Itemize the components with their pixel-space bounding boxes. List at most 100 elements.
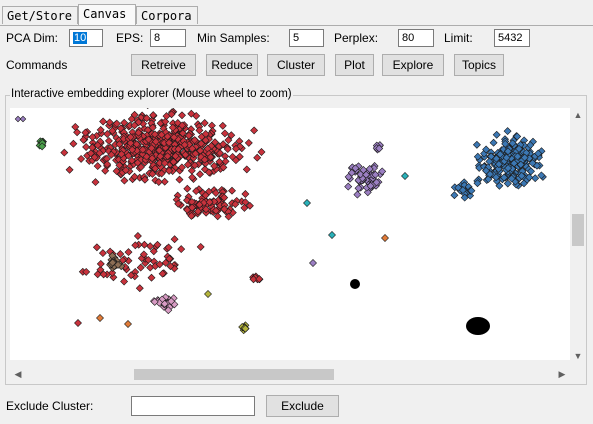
exclude-cluster-input[interactable] [131,396,255,416]
scatter-point [195,126,204,135]
scatter-point [190,136,199,145]
scatter-point [143,108,152,110]
tab-get-store[interactable]: Get/Store [2,6,78,24]
scatter-point [500,173,509,182]
limit-input[interactable]: 5432 [494,29,530,47]
scatter-point [240,203,249,212]
scatter-point [130,110,139,119]
scatter-point [221,157,230,166]
scroll-up-arrow-icon[interactable]: ▲ [573,110,583,120]
reduce-button[interactable]: Reduce [206,54,258,76]
scatter-point [91,178,100,187]
scatter-point [144,255,153,264]
scatter-point [503,127,512,136]
horizontal-scroll-thumb[interactable] [134,369,334,380]
scatter-point [220,205,229,214]
scatter-point [188,144,197,153]
limit-label: Limit: [444,31,473,45]
scatter-point [149,247,158,256]
scatter-point [155,159,164,167]
eps-input[interactable]: 8 [150,29,186,47]
min-samples-input[interactable]: 5 [289,29,324,47]
scatter-point [140,240,149,249]
pca-dim-label: PCA Dim: [6,31,59,45]
scatter-point [167,297,176,306]
scatter-point [174,145,183,154]
scatter-point [353,190,362,199]
scatter-point [112,119,121,128]
scatter-point [156,152,165,161]
scroll-right-arrow-icon[interactable]: ▶ [558,369,566,379]
plot-button[interactable]: Plot [335,54,374,76]
scatter-point [520,153,529,162]
scatter-point [153,240,162,249]
scatter-point [224,136,233,145]
scatter-point [241,198,250,207]
scatter-point [65,165,74,174]
vertical-scroll-thumb[interactable] [572,214,584,246]
scatter-point [202,205,210,214]
scatter-point [168,123,177,132]
scatter-point [205,198,214,207]
scatter-point [372,178,381,187]
scatter-point [147,144,156,153]
scatter-point [119,134,128,143]
perplex-input[interactable]: 80 [398,29,434,47]
scatter-point [92,243,101,252]
scatter-point [235,137,244,146]
scatter-point [245,201,254,210]
scatter-point [309,259,317,267]
scatter-point [124,248,133,257]
retrieve-button[interactable]: Retreive [131,54,196,76]
scatter-point [201,136,210,145]
scatter-point [525,173,534,182]
explore-button[interactable]: Explore [382,54,444,76]
scatter-point [473,179,482,188]
scatter-point [131,241,140,250]
scatter-point [99,270,108,279]
scatter-point [105,118,114,127]
topics-button[interactable]: Topics [454,54,504,76]
scatter-point [249,275,258,284]
scatter-point [501,139,510,148]
scatter-point [195,200,204,209]
scatter-point [86,149,95,158]
scatter-point [164,306,173,315]
black-cluster-large [466,317,490,335]
exclude-button[interactable]: Exclude [266,395,339,417]
exclude-cluster-label: Exclude Cluster: [6,399,94,413]
embedding-canvas[interactable] [10,108,570,360]
scatter-point [183,184,192,193]
scatter-point [344,172,353,181]
scatter-point [137,163,145,171]
scatter-point [140,175,149,184]
scatter-point [207,121,216,130]
scatter-point [489,138,498,147]
scatter-point [77,154,86,163]
scatter-point [221,152,230,161]
scatter-point [181,150,190,159]
scatter-point [517,171,526,180]
vertical-scrollbar[interactable]: ▲ ▼ [570,108,586,365]
scatter-point [375,144,384,153]
tab-corpora[interactable]: Corpora [136,6,198,24]
tab-canvas[interactable]: Canvas [78,4,136,25]
scatter-point [96,265,105,274]
scatter-point [108,251,117,260]
scatter-point [177,245,186,254]
horizontal-scrollbar[interactable]: ◀ ▶ [10,366,570,383]
scroll-down-arrow-icon[interactable]: ▼ [573,351,583,361]
scatter-point [120,277,129,286]
scroll-left-arrow-icon[interactable]: ◀ [14,369,22,379]
scatter-plot [14,108,547,335]
scatter-point [103,130,112,138]
commands-label: Commands [6,58,68,72]
scatter-point [354,184,363,193]
scatter-point [180,140,189,149]
scatter-point [162,112,171,121]
scatter-point [507,174,516,183]
scatter-point [120,118,129,127]
scatter-point [154,178,163,186]
cluster-button[interactable]: Cluster [267,54,325,76]
pca-dim-input[interactable]: 10 [69,29,103,47]
